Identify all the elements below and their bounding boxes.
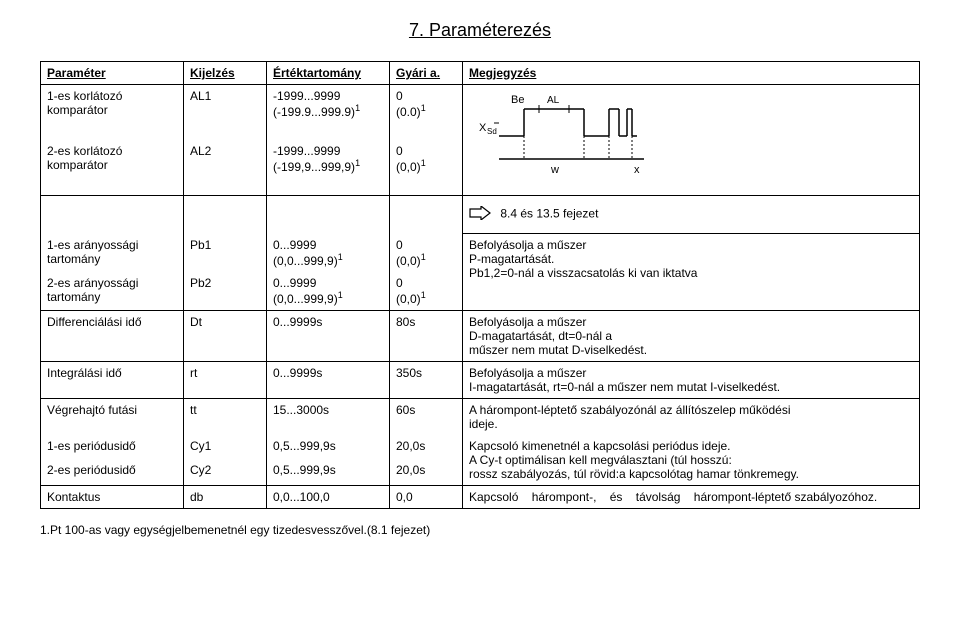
cell-section-note: 8.4 és 13.5 fejezet xyxy=(463,196,920,234)
cell-gyari: 0 (0.0)1 xyxy=(390,85,463,141)
cell-ert: 15...3000s xyxy=(267,398,390,435)
cell-gyari: 0 (0,0)1 xyxy=(390,140,463,196)
table-row: Integrálási idő rt 0...9999s 350s Befoly… xyxy=(41,361,920,398)
cell-gyari: 20,0s xyxy=(390,435,463,460)
cell-kij: tt xyxy=(184,398,267,435)
cell-gyari: 20,0s xyxy=(390,459,463,485)
page-title: 7. Paraméterezés xyxy=(40,20,920,41)
cell-param: Végrehajtó futási xyxy=(41,398,184,435)
cell-megj: Befolyásolja a műszer I-magatartását, rt… xyxy=(463,361,920,398)
cell-ert: -1999...9999 (-199,9...999,9)1 xyxy=(267,140,390,196)
footnote: 1.Pt 100-as vagy egységjelbemenetnél egy… xyxy=(40,523,920,537)
header-row: Paraméter Kijelzés Értéktartomány Gyári … xyxy=(41,62,920,85)
cell-ert: 0...9999 (0,0...999,9)1 xyxy=(267,272,390,311)
cell-ert: 0,5...999,9s xyxy=(267,435,390,460)
cell-ert: 0,5...999,9s xyxy=(267,459,390,485)
cell-param: 1-es arányossági tartomány xyxy=(41,234,184,272)
cell-ert: 0...9999s xyxy=(267,310,390,361)
cell-diagram: Be AL X xyxy=(463,85,920,196)
cell-kij: Dt xyxy=(184,310,267,361)
cell-gyari: 0 (0,0)1 xyxy=(390,234,463,272)
diagram-w-label: w xyxy=(550,164,559,176)
table-row: 1-es arányossági tartomány Pb1 0...9999 … xyxy=(41,234,920,272)
cell-param: Differenciálási idő xyxy=(41,310,184,361)
cell-param: 2-es arányossági tartomány xyxy=(41,272,184,311)
header-kij: Kijelzés xyxy=(184,62,267,85)
table-row: 1-es periódusidő Cy1 0,5...999,9s 20,0s … xyxy=(41,435,920,460)
cell-kij: db xyxy=(184,485,267,508)
cell-kij: Cy1 xyxy=(184,435,267,460)
diagram-svg: Be AL X xyxy=(469,91,659,186)
cell-kij: Pb1 xyxy=(184,234,267,272)
table-row: Kontaktus db 0,0...100,0 0,0 Kapcsoló há… xyxy=(41,485,920,508)
cell-param: 2-es periódusidő xyxy=(41,459,184,485)
cell-gyari: 60s xyxy=(390,398,463,435)
cell-param: Integrálási idő xyxy=(41,361,184,398)
table-row: Végrehajtó futási tt 15...3000s 60s A há… xyxy=(41,398,920,435)
header-gyari: Gyári a. xyxy=(390,62,463,85)
cell-ert: 0...9999 (0,0...999,9)1 xyxy=(267,234,390,272)
cell-kij: rt xyxy=(184,361,267,398)
cell-gyari: 350s xyxy=(390,361,463,398)
header-param: Paraméter xyxy=(41,62,184,85)
cell-kij: AL2 xyxy=(184,140,267,196)
diagram-xsd-sub: Sd xyxy=(487,127,497,136)
arrow-icon xyxy=(469,206,491,223)
cell-megj: Befolyásolja a műszer P-magatartását. Pb… xyxy=(463,234,920,311)
cell-megj: Kapcsoló hárompont-, és távolság hárompo… xyxy=(463,485,920,508)
parameter-table: Paraméter Kijelzés Értéktartomány Gyári … xyxy=(40,61,920,509)
diagram-al-label: AL xyxy=(547,95,560,106)
diagram-xsd-label: X xyxy=(479,122,487,134)
cell-kij: AL1 xyxy=(184,85,267,141)
table-row: 1-es korlátozó komparátor AL1 -1999...99… xyxy=(41,85,920,141)
cell-gyari: 0 (0,0)1 xyxy=(390,272,463,311)
header-megj: Megjegyzés xyxy=(463,62,920,85)
table-row: Differenciálási idő Dt 0...9999s 80s Bef… xyxy=(41,310,920,361)
cell-megj: A hárompont-léptető szabályozónál az áll… xyxy=(463,398,920,435)
cell-gyari: 0,0 xyxy=(390,485,463,508)
diagram-x-label: x xyxy=(634,164,640,176)
section-note-row: 8.4 és 13.5 fejezet xyxy=(41,196,920,234)
cell-param: 1-es korlátozó komparátor xyxy=(41,85,184,141)
cell-kij: Cy2 xyxy=(184,459,267,485)
header-ert: Értéktartomány xyxy=(267,62,390,85)
cell-param: 2-es korlátozó komparátor xyxy=(41,140,184,196)
cell-ert: 0...9999s xyxy=(267,361,390,398)
cell-megj: Kapcsoló kimenetnél a kapcsolási periódu… xyxy=(463,435,920,486)
cell-ert: -1999...9999 (-199.9...999.9)1 xyxy=(267,85,390,141)
cell-param: Kontaktus xyxy=(41,485,184,508)
diagram-be-label: Be xyxy=(511,94,524,106)
cell-ert: 0,0...100,0 xyxy=(267,485,390,508)
cell-gyari: 80s xyxy=(390,310,463,361)
cell-megj: Befolyásolja a műszer D-magatartását, dt… xyxy=(463,310,920,361)
cell-kij: Pb2 xyxy=(184,272,267,311)
cell-param: 1-es periódusidő xyxy=(41,435,184,460)
